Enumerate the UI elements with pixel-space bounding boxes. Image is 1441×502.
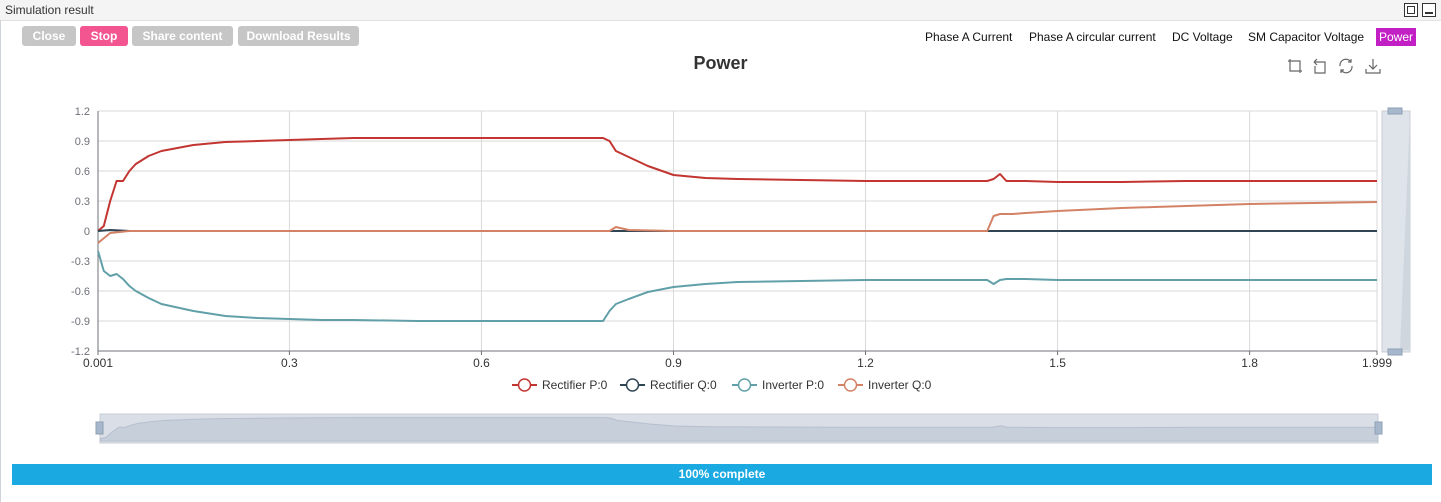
- legend-marker: [737, 378, 752, 392]
- x-tick-label: 1.999: [1362, 356, 1392, 370]
- legend-label: Inverter P:0: [762, 378, 824, 392]
- tab-power[interactable]: Power: [1376, 28, 1417, 46]
- restore-icon[interactable]: [1337, 57, 1355, 75]
- legend-marker: [843, 378, 858, 392]
- x-tick-label: 1.5: [1049, 356, 1066, 370]
- y-tick-label: 0: [84, 226, 90, 238]
- minimize-icon[interactable]: [1422, 3, 1436, 17]
- share-content-button[interactable]: Share content: [132, 26, 233, 46]
- y-tick-label: -0.9: [71, 316, 90, 328]
- series-line-2: [97, 250, 1377, 322]
- window-left-edge: [0, 20, 1, 502]
- window-titlebar: Simulation result: [0, 0, 1441, 21]
- window-title: Simulation result: [5, 3, 94, 17]
- legend-label: Rectifier P:0: [542, 378, 608, 392]
- tab-phase-a-circular-current[interactable]: Phase A circular current: [1029, 30, 1156, 44]
- x-zoom-handle-right: [1374, 421, 1383, 435]
- series-line-0: [97, 137, 1377, 232]
- x-tick-label: 0.3: [281, 356, 298, 370]
- y-tick-label: 0.3: [75, 196, 90, 208]
- zoom-icon[interactable]: [1286, 57, 1304, 75]
- legend-label: Rectifier Q:0: [650, 378, 717, 392]
- y-zoom-handle-bottom: [1387, 348, 1403, 356]
- x-tick-label: 1.8: [1241, 356, 1258, 370]
- x-zoom-preview: [99, 417, 1379, 442]
- y-tick-label: -1.2: [71, 346, 90, 358]
- legend-marker: [625, 378, 640, 392]
- legend-label: Inverter Q:0: [868, 378, 932, 392]
- save-image-icon[interactable]: [1364, 57, 1382, 75]
- y-tick-label: 0.9: [75, 136, 90, 148]
- y-tick-label: -0.6: [71, 286, 90, 298]
- stop-button[interactable]: Stop: [80, 26, 128, 46]
- y-tick-label: 1.2: [75, 106, 90, 118]
- series-line-3: [97, 201, 1378, 244]
- tab-sm-capacitor-voltage[interactable]: SM Capacitor Voltage: [1248, 30, 1365, 44]
- y-tick-label: -0.3: [71, 256, 90, 268]
- y-zoom-preview: [1400, 113, 1410, 350]
- power-chart: 1.2 0.9 0.6 0.3 0 -0.3 -0.6 -0.9 -1.20.001 0.3 0.6…: [71, 106, 1411, 444]
- tab-phase-a-current[interactable]: Phase A Current: [925, 30, 1013, 44]
- x-tick-label: 0.9: [665, 356, 682, 370]
- x-tick-label: 0.001: [83, 356, 113, 370]
- tab-dc-voltage[interactable]: DC Voltage: [1172, 30, 1233, 44]
- x-tick-label: 1.2: [857, 356, 874, 370]
- maximize-icon[interactable]: [1404, 3, 1418, 17]
- x-zoom-handle-left: [95, 421, 104, 435]
- chart-tabs: Phase A Current Phase A circular current…: [0, 28, 1441, 48]
- close-button[interactable]: Close: [22, 26, 76, 46]
- zoom-reset-icon[interactable]: [1311, 57, 1329, 75]
- progress-bar: 100% complete: [12, 464, 1432, 485]
- x-tick-label: 0.6: [473, 356, 490, 370]
- chart-title: Power: [693, 53, 748, 73]
- legend-marker: [517, 378, 532, 392]
- download-results-button[interactable]: Download Results: [238, 26, 359, 46]
- y-zoom-handle-top: [1387, 107, 1403, 115]
- y-tick-label: 0.6: [75, 166, 90, 178]
